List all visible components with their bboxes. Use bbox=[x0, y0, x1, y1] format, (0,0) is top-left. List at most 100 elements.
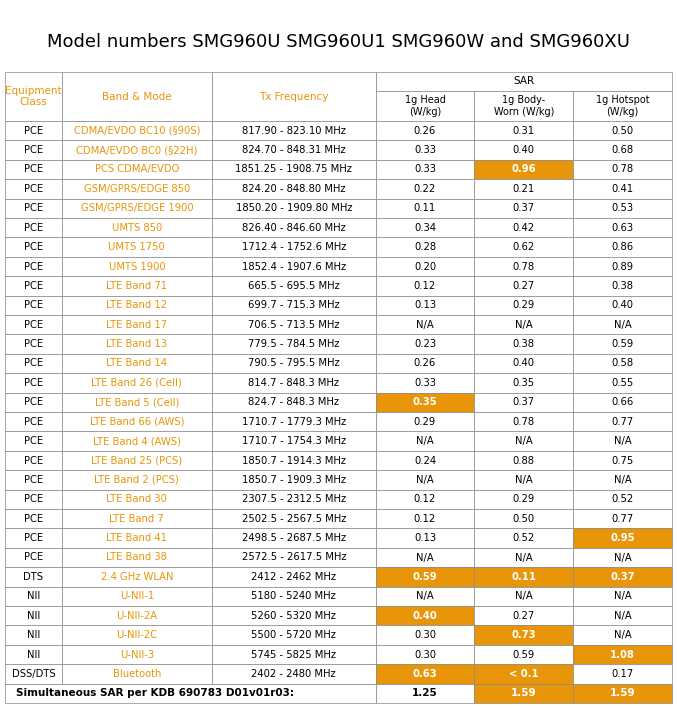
Text: Band & Mode: Band & Mode bbox=[102, 91, 172, 101]
Bar bbox=[376, 218, 475, 237]
Text: 0.27: 0.27 bbox=[512, 281, 535, 291]
Bar bbox=[212, 567, 376, 587]
Text: Equipment
Class: Equipment Class bbox=[5, 86, 62, 108]
Bar bbox=[212, 451, 376, 470]
Text: 706.5 - 713.5 MHz: 706.5 - 713.5 MHz bbox=[248, 320, 340, 330]
Bar bbox=[212, 606, 376, 625]
Bar bbox=[573, 354, 672, 373]
Text: PCE: PCE bbox=[24, 164, 43, 174]
Text: 2502.5 - 2567.5 MHz: 2502.5 - 2567.5 MHz bbox=[242, 514, 346, 524]
Text: Model numbers SMG960U SMG960U1 SMG960W and SMG960XU: Model numbers SMG960U SMG960U1 SMG960W a… bbox=[47, 33, 630, 51]
Bar bbox=[376, 199, 475, 218]
Text: 0.73: 0.73 bbox=[512, 630, 536, 640]
Text: 824.70 - 848.31 MHz: 824.70 - 848.31 MHz bbox=[242, 145, 345, 155]
Text: U-NII-2A: U-NII-2A bbox=[116, 611, 158, 621]
Bar bbox=[376, 237, 475, 257]
Text: PCE: PCE bbox=[24, 533, 43, 543]
Text: 0.27: 0.27 bbox=[512, 611, 535, 621]
Bar bbox=[475, 121, 573, 140]
Bar bbox=[376, 431, 475, 451]
Text: PCE: PCE bbox=[24, 455, 43, 465]
Text: N/A: N/A bbox=[614, 591, 632, 601]
Text: 1.08: 1.08 bbox=[610, 649, 635, 659]
Bar bbox=[5, 354, 62, 373]
Text: 814.7 - 848.3 MHz: 814.7 - 848.3 MHz bbox=[248, 378, 339, 388]
Bar bbox=[212, 509, 376, 528]
Text: N/A: N/A bbox=[614, 611, 632, 621]
Bar bbox=[62, 160, 212, 179]
Bar bbox=[62, 567, 212, 587]
Text: 0.29: 0.29 bbox=[512, 300, 535, 310]
Text: N/A: N/A bbox=[614, 475, 632, 485]
Bar bbox=[573, 625, 672, 645]
Bar bbox=[573, 684, 672, 703]
Text: 0.35: 0.35 bbox=[512, 378, 535, 388]
Bar bbox=[212, 276, 376, 296]
Text: PCE: PCE bbox=[24, 261, 43, 271]
Bar bbox=[5, 431, 62, 451]
Text: 1850.7 - 1909.3 MHz: 1850.7 - 1909.3 MHz bbox=[242, 475, 346, 485]
Text: 2.4 GHz WLAN: 2.4 GHz WLAN bbox=[101, 572, 173, 582]
Bar bbox=[62, 451, 212, 470]
Bar bbox=[573, 140, 672, 160]
Bar bbox=[5, 528, 62, 548]
Bar bbox=[62, 179, 212, 199]
Text: NII: NII bbox=[27, 630, 40, 640]
Text: 1851.25 - 1908.75 MHz: 1851.25 - 1908.75 MHz bbox=[236, 164, 352, 174]
Text: 0.12: 0.12 bbox=[414, 281, 436, 291]
Text: LTE Band 5 (Cell): LTE Band 5 (Cell) bbox=[95, 397, 179, 407]
Bar bbox=[573, 528, 672, 548]
Bar bbox=[62, 257, 212, 276]
Text: 0.63: 0.63 bbox=[611, 223, 634, 233]
Bar bbox=[573, 334, 672, 354]
Bar bbox=[5, 509, 62, 528]
Text: PCE: PCE bbox=[24, 126, 43, 136]
Text: LTE Band 66 (AWS): LTE Band 66 (AWS) bbox=[89, 417, 184, 427]
Bar bbox=[5, 296, 62, 315]
Bar bbox=[62, 528, 212, 548]
Text: 2402 - 2480 MHz: 2402 - 2480 MHz bbox=[251, 669, 336, 679]
Text: 0.29: 0.29 bbox=[512, 494, 535, 504]
Bar bbox=[376, 587, 475, 606]
Text: 0.38: 0.38 bbox=[512, 339, 535, 349]
Text: PCE: PCE bbox=[24, 552, 43, 562]
Bar bbox=[376, 684, 475, 703]
Bar bbox=[212, 470, 376, 490]
Bar bbox=[212, 199, 376, 218]
Bar bbox=[5, 199, 62, 218]
Bar bbox=[212, 587, 376, 606]
Bar bbox=[573, 393, 672, 412]
Bar bbox=[376, 606, 475, 625]
Bar bbox=[62, 509, 212, 528]
Bar bbox=[573, 121, 672, 140]
Text: 0.21: 0.21 bbox=[512, 184, 535, 194]
Text: Bluetooth: Bluetooth bbox=[112, 669, 161, 679]
Text: 0.40: 0.40 bbox=[412, 611, 437, 621]
Text: N/A: N/A bbox=[416, 320, 434, 330]
Bar bbox=[573, 509, 672, 528]
Text: DSS/DTS: DSS/DTS bbox=[12, 669, 56, 679]
Bar bbox=[376, 140, 475, 160]
Bar bbox=[475, 373, 573, 393]
Bar bbox=[212, 412, 376, 431]
Bar bbox=[62, 276, 212, 296]
Bar bbox=[212, 431, 376, 451]
Bar bbox=[376, 373, 475, 393]
Text: 1g Body-
Worn (W/kg): 1g Body- Worn (W/kg) bbox=[494, 95, 554, 117]
Bar bbox=[573, 470, 672, 490]
Text: 0.59: 0.59 bbox=[413, 572, 437, 582]
Text: UMTS 1900: UMTS 1900 bbox=[108, 261, 165, 271]
Bar bbox=[376, 509, 475, 528]
Text: N/A: N/A bbox=[515, 475, 533, 485]
Text: LTE Band 25 (PCS): LTE Band 25 (PCS) bbox=[91, 455, 182, 465]
Text: LTE Band 26 (Cell): LTE Band 26 (Cell) bbox=[91, 378, 182, 388]
Bar bbox=[376, 645, 475, 664]
Bar bbox=[5, 451, 62, 470]
Text: PCE: PCE bbox=[24, 436, 43, 446]
Text: 2498.5 - 2687.5 MHz: 2498.5 - 2687.5 MHz bbox=[242, 533, 346, 543]
Text: 0.77: 0.77 bbox=[611, 514, 634, 524]
Bar bbox=[573, 587, 672, 606]
Bar bbox=[573, 237, 672, 257]
Bar bbox=[376, 354, 475, 373]
Bar bbox=[475, 645, 573, 664]
